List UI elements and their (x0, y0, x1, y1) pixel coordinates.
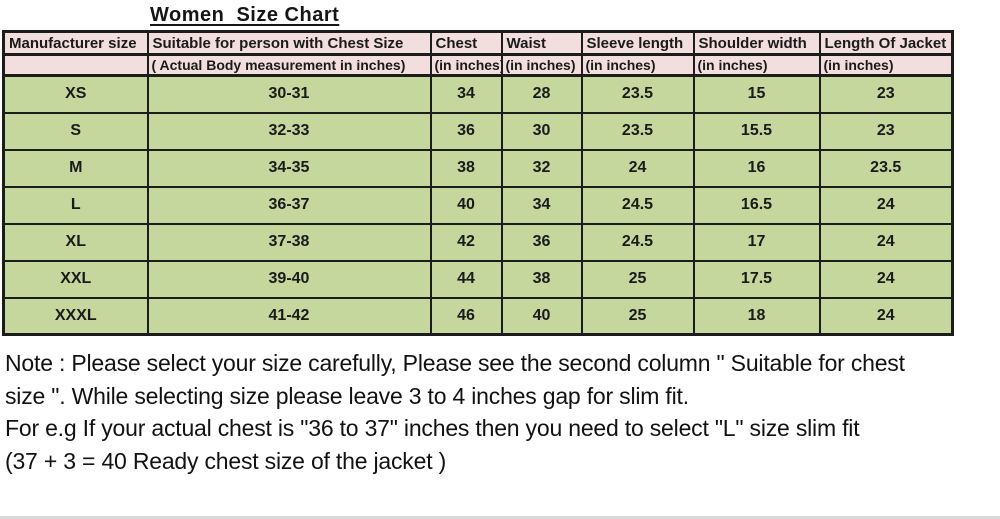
subheader-cell-sleeve-unit: (in inches) (580, 53, 695, 77)
size-chart-table: Manufacturer size Suitable for person wi… (2, 30, 954, 336)
sleeve-cell: 24.5 (580, 185, 695, 225)
chest-cell: 40 (429, 185, 503, 225)
shoulder-cell: 17 (692, 222, 821, 262)
sleeve-cell: 25 (580, 296, 695, 336)
waist-cell: 36 (500, 222, 583, 262)
chest-range-cell: 30-31 (146, 74, 432, 114)
shoulder-cell: 16.5 (692, 185, 821, 225)
waist-cell: 32 (500, 148, 583, 188)
jacket-length-cell: 23 (818, 111, 954, 151)
table-row: L 36-37 40 34 24.5 16.5 24 (2, 185, 954, 225)
subheader-cell-shoulder-unit: (in inches) (692, 53, 821, 77)
size-cell: XXXL (2, 296, 149, 336)
header-cell-manufacturer-size: Manufacturer size (2, 30, 149, 56)
note-line-1: Note : Please select your size carefully… (5, 350, 905, 376)
chest-cell: 34 (429, 74, 503, 114)
table-row: M 34-35 38 32 24 16 23.5 (2, 148, 954, 188)
table-row: XXXL 41-42 46 40 25 18 24 (2, 296, 954, 336)
page-title: Women Size Chart (150, 4, 340, 26)
chest-cell: 38 (429, 148, 503, 188)
sleeve-cell: 25 (580, 259, 695, 299)
jacket-length-cell: 24 (818, 296, 954, 336)
jacket-length-cell: 23.5 (818, 148, 954, 188)
jacket-length-cell: 23 (818, 74, 954, 114)
size-cell: XXL (2, 259, 149, 299)
chest-range-cell: 34-35 (146, 148, 432, 188)
subheader-cell-chest-unit: (in inches) (429, 53, 503, 77)
waist-cell: 28 (500, 74, 583, 114)
note-line-3: For e.g If your actual chest is "36 to 3… (5, 415, 860, 441)
chest-range-cell: 41-42 (146, 296, 432, 336)
chest-cell: 46 (429, 296, 503, 336)
sleeve-cell: 24 (580, 148, 695, 188)
chest-range-cell: 37-38 (146, 222, 432, 262)
size-cell: XL (2, 222, 149, 262)
waist-cell: 34 (500, 185, 583, 225)
note-line-4: (37 + 3 = 40 Ready chest size of the jac… (5, 447, 447, 474)
shoulder-cell: 15 (692, 74, 821, 114)
sleeve-cell: 23.5 (580, 111, 695, 151)
subheader-cell-empty (2, 53, 149, 77)
shoulder-cell: 15.5 (692, 111, 821, 151)
header-cell-suitable-chest-size: Suitable for person with Chest Size (146, 30, 432, 56)
waist-cell: 40 (500, 296, 583, 336)
size-cell: L (2, 185, 149, 225)
header-cell-chest: Chest (429, 30, 503, 56)
waist-cell: 30 (500, 111, 583, 151)
chest-cell: 42 (429, 222, 503, 262)
size-cell: S (2, 111, 149, 151)
jacket-length-cell: 24 (818, 222, 954, 262)
size-cell: M (2, 148, 149, 188)
header-row: Manufacturer size Suitable for person wi… (2, 30, 954, 56)
header-cell-waist: Waist (500, 30, 583, 56)
sleeve-cell: 24.5 (580, 222, 695, 262)
note-line-2: size ". While selecting size please leav… (5, 382, 689, 409)
note-text: Note : Please select your size carefully… (5, 347, 1000, 477)
jacket-length-cell: 24 (818, 259, 954, 299)
table-row: XS 30-31 34 28 23.5 15 23 (2, 74, 954, 114)
table-row: XL 37-38 42 36 24.5 17 24 (2, 222, 954, 262)
jacket-length-cell: 24 (818, 185, 954, 225)
header-cell-length-of-jacket: Length Of Jacket (818, 30, 954, 56)
shoulder-cell: 16 (692, 148, 821, 188)
chest-range-cell: 39-40 (146, 259, 432, 299)
chest-range-cell: 32-33 (146, 111, 432, 151)
header-cell-sleeve-length: Sleeve length (580, 30, 695, 56)
subheader-cell-jacket-unit: (in inches) (818, 53, 954, 77)
subheader-cell-body-measurement: ( Actual Body measurement in inches) (146, 53, 432, 77)
size-cell: XS (2, 74, 149, 114)
table-row: S 32-33 36 30 23.5 15.5 23 (2, 111, 954, 151)
chest-cell: 44 (429, 259, 503, 299)
subheader-row: ( Actual Body measurement in inches) (in… (2, 53, 954, 77)
shoulder-cell: 17.5 (692, 259, 821, 299)
sleeve-cell: 23.5 (580, 74, 695, 114)
bottom-edge-shadow (0, 516, 1000, 519)
shoulder-cell: 18 (692, 296, 821, 336)
waist-cell: 38 (500, 259, 583, 299)
chest-cell: 36 (429, 111, 503, 151)
chest-range-cell: 36-37 (146, 185, 432, 225)
header-cell-shoulder-width: Shoulder width (692, 30, 821, 56)
subheader-cell-waist-unit: (in inches) (500, 53, 583, 77)
table-row: XXL 39-40 44 38 25 17.5 24 (2, 259, 954, 299)
